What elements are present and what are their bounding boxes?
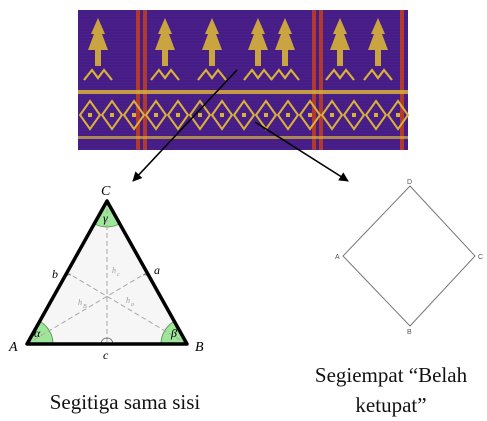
fabric-band-line bbox=[78, 136, 408, 139]
arrow-to-triangle bbox=[132, 69, 238, 182]
diamond-motif bbox=[298, 99, 322, 131]
rhombus-outline bbox=[342, 185, 476, 327]
diamond-motif-center bbox=[132, 113, 136, 117]
diamond-motif-center bbox=[264, 113, 268, 117]
diamond-motif-center bbox=[330, 113, 334, 117]
altitude-label-ha: h a bbox=[126, 296, 134, 308]
altitude-label-ha-main: h bbox=[126, 296, 130, 305]
diamond-motif bbox=[122, 99, 146, 131]
rhombus-vertex-label-left: A bbox=[335, 254, 340, 261]
triangle-caption: Segitiga sama sisi bbox=[49, 390, 201, 414]
diamond-motif-center bbox=[286, 113, 290, 117]
equilateral-triangle: A B C a b c α β γ h c h B h a bbox=[8, 184, 204, 362]
diamond-motif bbox=[210, 99, 234, 131]
rhombus-caption-line-1: Segiempat “Belah bbox=[314, 363, 468, 387]
diamond-motif-center bbox=[352, 113, 356, 117]
altitude-label-ha-sub: a bbox=[131, 302, 134, 308]
rhombus-vertex-label-bottom: B bbox=[407, 329, 412, 336]
side-label-b: b bbox=[52, 267, 58, 281]
side-label-a: a bbox=[154, 263, 160, 277]
diamond-motif bbox=[232, 99, 256, 131]
fabric-stripe bbox=[400, 10, 404, 150]
rhombus-vertex-label-right: C bbox=[478, 254, 483, 261]
tree-motif bbox=[202, 18, 222, 66]
diamond-motif bbox=[386, 99, 410, 131]
altitude-ha bbox=[26, 272, 148, 345]
bird-motif bbox=[270, 68, 300, 81]
diamond-motif bbox=[100, 99, 124, 131]
diamond-motif bbox=[166, 99, 190, 131]
bird-motif bbox=[197, 68, 227, 81]
diamond-motif bbox=[320, 99, 344, 131]
angle-label-gamma: γ bbox=[103, 211, 108, 225]
tree-motif bbox=[330, 18, 350, 66]
diamond-motif-center bbox=[154, 113, 158, 117]
triangle-outline bbox=[25, 199, 189, 346]
tree-motif bbox=[368, 18, 388, 66]
altitude-label-hc: h c bbox=[112, 266, 120, 278]
tree-motif bbox=[88, 18, 108, 66]
triangle-interior bbox=[27, 201, 187, 344]
diamond-motif bbox=[276, 99, 300, 131]
altitude-label-hb-main: h bbox=[78, 298, 82, 307]
diamond-motif-center bbox=[396, 113, 400, 117]
vertex-label-C: C bbox=[101, 184, 111, 199]
side-label-c: c bbox=[103, 348, 109, 362]
diamond-motif-center bbox=[374, 113, 378, 117]
diamond-motif-center bbox=[110, 113, 114, 117]
tree-motif bbox=[275, 18, 295, 66]
arrow-to-rhombus bbox=[254, 121, 349, 182]
fabric-stripe bbox=[319, 10, 323, 150]
altitude-label-hc-sub: c bbox=[117, 272, 120, 278]
altitude-label-hc-main: h bbox=[112, 266, 116, 275]
altitude-hb bbox=[66, 272, 188, 345]
vertex-label-A: A bbox=[8, 340, 18, 355]
altitude-label-hb: h B bbox=[78, 298, 87, 310]
diamond-motif bbox=[188, 99, 212, 131]
diamond-motif bbox=[342, 99, 366, 131]
rhombus-caption: Segiempat “Belah ketupat” bbox=[286, 360, 487, 420]
diamond-motif-center bbox=[198, 113, 202, 117]
rhombus: D A C B bbox=[335, 179, 483, 336]
diamond-motif bbox=[78, 99, 102, 131]
rhombus-caption-line-2: ketupat” bbox=[355, 393, 427, 417]
diamond-motif bbox=[144, 99, 168, 131]
bird-motif bbox=[243, 68, 273, 81]
angle-label-beta: β bbox=[170, 326, 177, 340]
fabric-stripe bbox=[136, 10, 140, 150]
fabric-stripe bbox=[312, 10, 316, 150]
right-angle-mark-c bbox=[100, 337, 114, 345]
diamond-motif-center bbox=[308, 113, 312, 117]
diamond-motif bbox=[364, 99, 388, 131]
bird-motif bbox=[325, 68, 355, 81]
angle-label-alpha: α bbox=[34, 326, 41, 340]
diamond-motif-center bbox=[220, 113, 224, 117]
fabric-band-line bbox=[78, 90, 408, 94]
diamond-motif-center bbox=[242, 113, 246, 117]
bird-motif bbox=[83, 68, 113, 81]
diamond-motif-center bbox=[176, 113, 180, 117]
rhombus-vertex-label-top: D bbox=[407, 179, 412, 186]
fabric-stripe bbox=[143, 10, 147, 150]
bird-motif bbox=[150, 68, 180, 81]
woven-fabric-image bbox=[78, 10, 410, 150]
vertex-label-B: B bbox=[195, 340, 204, 355]
diamond-motif-center bbox=[88, 113, 92, 117]
bird-motif bbox=[363, 68, 393, 81]
tree-motif bbox=[248, 18, 268, 66]
tree-motif bbox=[155, 18, 175, 66]
altitude-label-hb-sub: B bbox=[83, 304, 87, 310]
